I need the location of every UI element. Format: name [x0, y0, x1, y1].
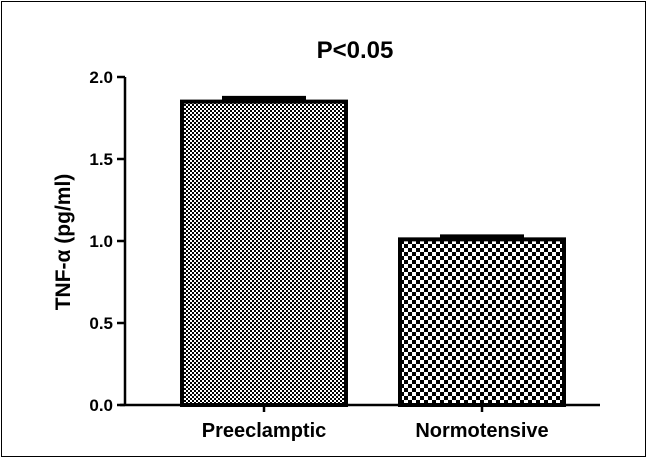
y-tick-label: 0.5 — [89, 314, 113, 333]
bar-normotensive — [398, 237, 566, 407]
bar-preeclamptic — [180, 99, 348, 407]
x-tick-label: Preeclamptic — [202, 420, 327, 442]
y-tick-label: 0.0 — [89, 396, 113, 415]
y-tick-label: 1.5 — [89, 150, 113, 169]
y-tick-label: 2.0 — [89, 68, 113, 87]
chart-title: P<0.05 — [317, 37, 394, 64]
y-axis-label: TNF-α (pg/ml) — [52, 174, 75, 311]
y-tick-label: 1.0 — [89, 232, 113, 251]
x-tick-label: Normotensive — [415, 420, 548, 442]
